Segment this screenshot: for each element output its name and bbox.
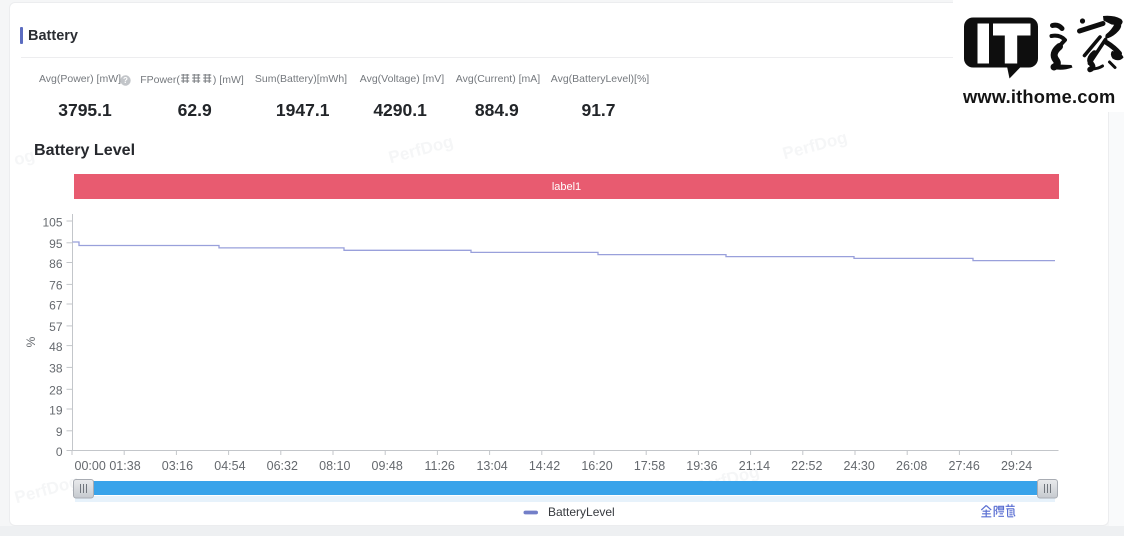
- svg-text:9: 9: [56, 425, 63, 439]
- svg-text:24:30: 24:30: [844, 459, 875, 473]
- svg-text:00:00: 00:00: [75, 459, 106, 473]
- svg-text:%: %: [24, 336, 38, 347]
- svg-text:95: 95: [49, 237, 63, 251]
- svg-text:29:24: 29:24: [1001, 459, 1032, 473]
- svg-text:21:14: 21:14: [739, 459, 770, 473]
- svg-text:27:46: 27:46: [949, 459, 980, 473]
- svg-text:03:16: 03:16: [162, 459, 193, 473]
- svg-text:22:52: 22:52: [791, 459, 822, 473]
- svg-text:16:20: 16:20: [581, 459, 612, 473]
- svg-text:17:58: 17:58: [634, 459, 665, 473]
- svg-text:0: 0: [56, 445, 63, 459]
- svg-text:26:08: 26:08: [896, 459, 927, 473]
- svg-text:38: 38: [49, 362, 63, 376]
- svg-text:48: 48: [49, 340, 63, 354]
- svg-text:19:36: 19:36: [686, 459, 717, 473]
- svg-text:105: 105: [42, 215, 62, 229]
- svg-text:67: 67: [49, 298, 63, 312]
- svg-text:14:42: 14:42: [529, 459, 560, 473]
- svg-text:06:32: 06:32: [267, 459, 298, 473]
- svg-text:08:10: 08:10: [319, 459, 350, 473]
- svg-text:57: 57: [49, 320, 63, 334]
- svg-text:76: 76: [49, 279, 63, 293]
- svg-text:04:54: 04:54: [214, 459, 245, 473]
- svg-text:19: 19: [49, 403, 63, 417]
- svg-text:86: 86: [49, 257, 63, 271]
- svg-text:13:04: 13:04: [476, 459, 507, 473]
- svg-text:09:48: 09:48: [372, 459, 403, 473]
- svg-text:11:26: 11:26: [425, 459, 455, 473]
- svg-text:01:38: 01:38: [109, 459, 140, 473]
- svg-text:?: ?: [123, 76, 128, 85]
- svg-text:28: 28: [49, 384, 63, 398]
